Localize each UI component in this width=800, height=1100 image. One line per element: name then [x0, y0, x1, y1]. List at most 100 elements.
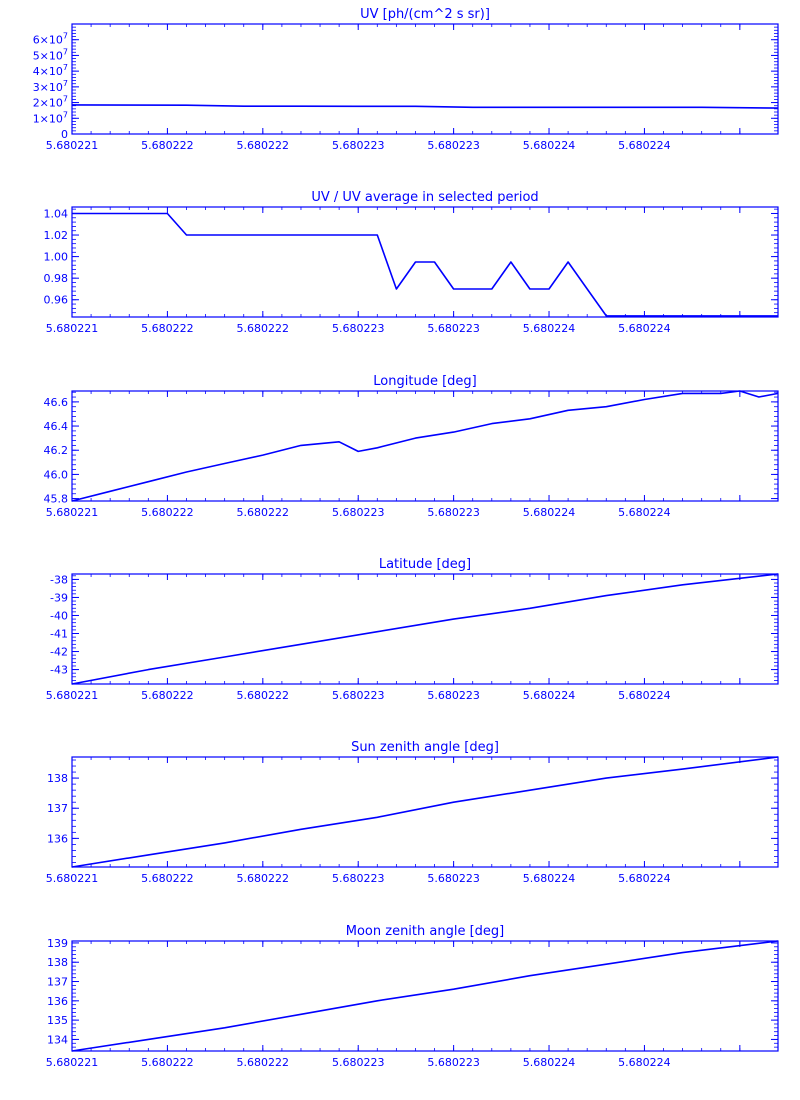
y-tick-mantissa: 0 [61, 128, 68, 141]
y-tick-exponent: 7 [63, 95, 68, 104]
series-line [72, 212, 778, 317]
x-tick-label: 5.680223 [427, 139, 480, 152]
x-tick-label: 5.680221 [46, 506, 99, 519]
y-tick-label: 135 [47, 1014, 68, 1027]
x-tick-label: 5.680223 [427, 1056, 480, 1069]
y-tick-label: 4×107 [33, 63, 68, 78]
y-tick-label: 1.04 [44, 207, 69, 220]
chart-title: UV / UV average in selected period [311, 190, 538, 205]
y-tick-exponent: 7 [63, 110, 68, 119]
x-tick-label: 5.680224 [523, 506, 576, 519]
x-tick-label: 5.680221 [46, 322, 99, 335]
y-tick-label: 46.4 [44, 420, 69, 433]
y-tick-label: -40 [50, 609, 68, 622]
x-tick-label: 5.680222 [141, 506, 194, 519]
x-tick-label: 5.680222 [141, 322, 194, 335]
x-tick-label: 5.680223 [332, 322, 385, 335]
plot-frame [71, 573, 779, 685]
y-tick-label: 136 [47, 995, 68, 1008]
plot-frame [71, 23, 779, 135]
series-line [71, 573, 779, 685]
y-tick-mantissa: 6×10 [33, 34, 63, 47]
x-tick-label: 5.680224 [523, 872, 576, 885]
y-tick-label: -41 [50, 628, 68, 641]
y-tick-label: 137 [47, 976, 68, 989]
chart-panel: Sun zenith angle [deg] 5.680221 5.680222 5.… [46, 740, 779, 885]
x-tick-label: 5.680221 [46, 872, 99, 885]
x-tick-label: 5.680224 [523, 139, 576, 152]
y-tick-label: 0 [61, 128, 68, 141]
y-tick-mantissa: 2×10 [33, 97, 63, 110]
chart-panel: UV [ph/(cm^2 s sr)] 5.680221 5.680222 5.680… [33, 7, 779, 152]
chart-panel: Latitude [deg] 5.680221 5.680222 5.680222 5.… [46, 557, 779, 702]
x-tick-label: 5.680222 [141, 689, 194, 702]
series-line [71, 756, 779, 868]
x-tick-label: 5.680222 [141, 872, 194, 885]
series-line [71, 104, 779, 109]
x-tick-label: 5.680223 [332, 689, 385, 702]
x-tick-label: 5.680223 [332, 506, 385, 519]
y-tick-label: 139 [47, 937, 68, 950]
chart-panel: UV / UV average in selected period 5.6802… [44, 190, 779, 335]
y-tick-exponent: 7 [63, 32, 68, 41]
chart-title: Longitude [deg] [373, 374, 476, 389]
y-tick-label: 46.6 [44, 396, 69, 409]
y-tick-label: -38 [50, 573, 68, 586]
y-tick-exponent: 7 [63, 79, 68, 88]
y-tick-mantissa: 1×10 [33, 112, 63, 125]
y-tick-label: 136 [47, 832, 68, 845]
plot-frame [71, 206, 779, 318]
y-tick-exponent: 7 [63, 47, 68, 56]
y-tick-label: 138 [47, 956, 68, 969]
x-tick-label: 5.680224 [523, 1056, 576, 1069]
y-tick-label: 1.02 [44, 229, 69, 242]
series-line [71, 940, 779, 1052]
y-tick-label: 137 [47, 802, 68, 815]
x-tick-label: 5.680224 [618, 322, 671, 335]
x-tick-label: 5.680222 [237, 139, 290, 152]
y-tick-mantissa: 4×10 [33, 65, 63, 78]
y-tick-label: -39 [50, 591, 68, 604]
y-tick-label: -42 [50, 646, 68, 659]
x-tick-label: 5.680224 [523, 689, 576, 702]
x-tick-label: 5.680223 [427, 322, 480, 335]
x-tick-label: 5.680222 [237, 322, 290, 335]
y-tick-label: 3×107 [33, 79, 68, 94]
x-tick-label: 5.680223 [332, 139, 385, 152]
x-tick-label: 5.680221 [46, 689, 99, 702]
chart-title: Moon zenith angle [deg] [346, 924, 504, 939]
y-tick-label: 46.0 [44, 468, 69, 481]
y-tick-label: 1.00 [44, 251, 69, 264]
x-tick-label: 5.680223 [427, 506, 480, 519]
y-tick-exponent: 7 [63, 63, 68, 72]
x-tick-label: 5.680223 [332, 1056, 385, 1069]
y-tick-label: 45.8 [44, 493, 69, 506]
x-tick-label: 5.680224 [523, 322, 576, 335]
x-tick-label: 5.680222 [141, 1056, 194, 1069]
x-tick-label: 5.680222 [237, 872, 290, 885]
x-tick-label: 5.680221 [46, 139, 99, 152]
x-tick-label: 5.680224 [618, 689, 671, 702]
chart-title: Latitude [deg] [379, 557, 471, 572]
plot-frame [71, 940, 779, 1052]
x-tick-label: 5.680222 [141, 139, 194, 152]
chart-title: UV [ph/(cm^2 s sr)] [360, 7, 490, 22]
chart-title: Sun zenith angle [deg] [351, 740, 499, 755]
x-tick-label: 5.680224 [618, 1056, 671, 1069]
x-tick-label: 5.680223 [427, 689, 480, 702]
x-tick-label: 5.680221 [46, 1056, 99, 1069]
y-tick-label: 1×107 [33, 110, 68, 125]
x-tick-label: 5.680224 [618, 872, 671, 885]
y-tick-label: 0.98 [44, 272, 69, 285]
y-tick-mantissa: 3×10 [33, 81, 63, 94]
x-tick-label: 5.680223 [332, 872, 385, 885]
y-tick-label: 138 [47, 772, 68, 785]
y-tick-label: 2×107 [33, 95, 68, 110]
chart-panel: Moon zenith angle [deg] 5.680221 5.680222 5… [46, 924, 779, 1069]
plot-frame [71, 390, 779, 502]
series-line [71, 390, 779, 502]
plot-frame [71, 756, 779, 868]
y-tick-label: 5×107 [33, 47, 68, 62]
y-tick-label: -43 [50, 664, 68, 677]
